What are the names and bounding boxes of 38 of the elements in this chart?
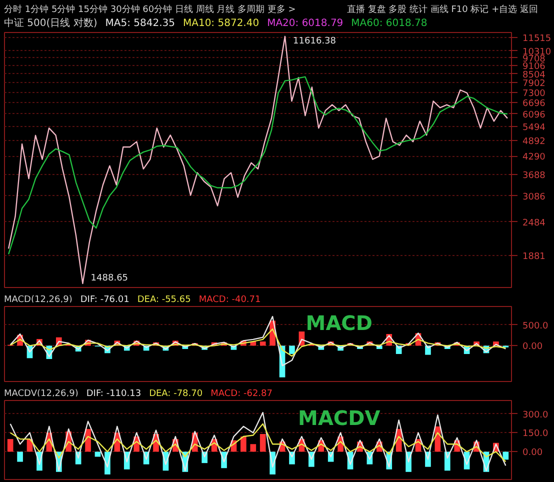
text: MA20: 6018.79 [267, 17, 344, 31]
y-tick-label: 3688 [522, 170, 546, 181]
y-tick-label: 0.00 [522, 448, 543, 458]
y-tick-label: 300.0 [522, 410, 549, 420]
y-tick-label: 7902 [522, 79, 546, 90]
y-tick-label: 500.0 [522, 321, 549, 332]
y-tick-label: 8504 [522, 70, 546, 80]
text: MA5: 5842.35 [105, 17, 175, 31]
y-tick-label: 150.0 [522, 429, 549, 440]
text: DIF: -110.13 [86, 388, 142, 401]
text: MACD: -40.71 [198, 294, 261, 307]
y-tick-label: 5494 [522, 122, 546, 133]
chart-subtitle: 分时 1分钟 5分钟 15分钟 30分钟 60分钟 日线 周线 月线 多周期 更多 > [4, 4, 296, 17]
y-tick-label: 4290 [522, 152, 546, 163]
annotation: 11616.38 [293, 36, 336, 46]
text: DEA: -55.65 [137, 294, 191, 307]
y-tick-label: 0.00 [522, 342, 543, 352]
y-tick-label: 11515 [522, 34, 552, 44]
y-tick-label: 4892 [522, 136, 546, 147]
chart-title: 中证 500(日线 对数) [4, 17, 98, 31]
annotation: MACDV [298, 406, 381, 430]
text: MA10: 5872.40 [182, 17, 260, 31]
annotation: 1488.65 [90, 274, 128, 284]
y-tick-label: 1881 [522, 252, 546, 262]
chart-title: MACDV(12,26,9) [4, 388, 78, 401]
y-tick-label: 6096 [522, 110, 546, 120]
text: MACD: -62.87 [210, 388, 272, 401]
chart-title: MACD(12,26,9) [4, 294, 72, 307]
y-tick-label: 7300 [522, 88, 546, 99]
text: DIF: -76.01 [80, 294, 130, 307]
y-tick-label: 3086 [522, 192, 546, 202]
text: DEA: -78.70 [149, 388, 203, 401]
y-tick-label: 6696 [522, 99, 546, 110]
text: MA60: 6018.78 [351, 17, 428, 31]
annotation: MACD [306, 311, 372, 335]
text: 直播 复盘 多股 统计 画线 F10 标记 +自选 返回 [346, 4, 538, 17]
y-tick-label: 2484 [522, 218, 546, 228]
y-tick-label: 9106 [522, 62, 546, 72]
